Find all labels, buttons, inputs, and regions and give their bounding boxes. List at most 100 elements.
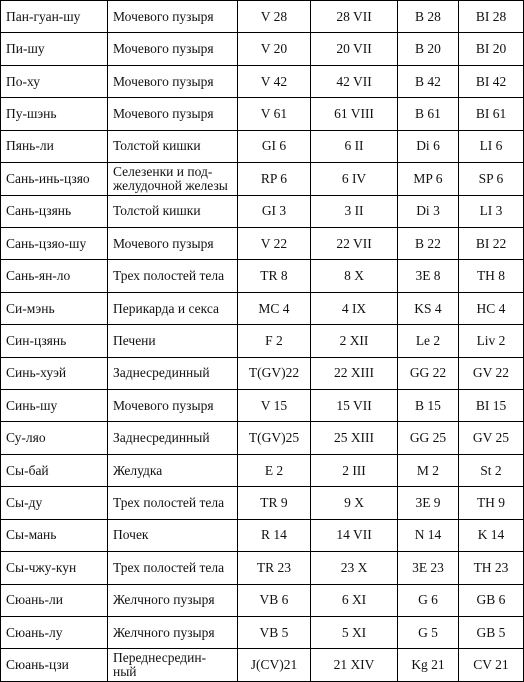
code-german: GG 25 [397,421,459,455]
point-name: Су-ляо [0,421,108,455]
code-roman: 42 VII [310,64,398,99]
code-german: B 28 [397,0,459,34]
meridian: Заднесрединный [107,356,238,391]
code-english: St 2 [458,453,524,488]
point-name: Сюань-цзи [0,648,108,682]
code-roman: 15 VII [310,389,398,423]
code-german: B 20 [397,32,459,66]
code-roman: 20 VII [310,32,398,66]
code-french: TR 8 [237,259,311,293]
point-name: Пу-шэнь [0,97,108,131]
code-german: GG 22 [397,356,459,391]
meridian: Желчного пузыря [107,616,238,650]
meridian: Толстой кишки [107,129,238,164]
point-name: Синь-шу [0,389,108,423]
meridian: Почек [107,518,238,553]
code-french: J(CV)21 [237,648,311,682]
point-name: Сы-чжу-кун [0,551,108,585]
code-german: 3E 8 [397,259,459,293]
code-french: TR 23 [237,551,311,585]
code-german: G 5 [397,616,459,650]
point-name: Син-цзянь [0,324,108,358]
code-german: B 42 [397,64,459,99]
table-row: Сань-цзяо-шу Мочевого пузыря V 22 22 VII B 2… [0,226,524,261]
code-german: G 6 [397,583,459,618]
code-french: VB 5 [237,616,311,650]
point-name: По-ху [0,64,108,99]
point-name: Пи-шу [0,32,108,66]
point-name: Сюань-лу [0,616,108,650]
meridian: Мочевого пузыря [107,97,238,131]
meridian: Переднесредин- ный [107,648,238,682]
code-french: F 2 [237,324,311,358]
code-roman: 5 XI [310,616,398,650]
code-roman: 8 X [310,259,398,293]
code-german: B 15 [397,389,459,423]
code-english: GB 5 [458,616,524,650]
point-name: Си-мэнь [0,291,108,326]
code-french: R 14 [237,518,311,553]
code-roman: 21 XIV [310,648,398,682]
code-roman: 22 XIII [310,356,398,391]
code-roman: 2 III [310,453,398,488]
code-english: BI 20 [458,32,524,66]
point-name: Синь-хуэй [0,356,108,391]
table-row: Пи-шу Мочевого пузыря V 20 20 VII B 20 BI 20 [0,32,524,66]
meridian: Перикарда и секса [107,291,238,326]
code-english: BI 15 [458,389,524,423]
code-english: LI 6 [458,129,524,164]
table-row: Пу-шэнь Мочевого пузыря V 61 61 VIII B 61 BI … [0,97,524,131]
code-english: Liv 2 [458,324,524,358]
meridian: Мочевого пузыря [107,32,238,66]
code-english: BI 42 [458,64,524,99]
code-french: GI 6 [237,129,311,164]
table-row: По-ху Мочевого пузыря V 42 42 VII B 42 BI 42 [0,64,524,99]
point-name: Пянь-ли [0,129,108,164]
code-german: Di 6 [397,129,459,164]
code-roman: 6 XI [310,583,398,618]
code-french: V 28 [237,0,311,34]
point-name: Сань-цзянь [0,194,108,228]
code-english: GV 25 [458,421,524,455]
meridian: Трех полостей тела [107,486,238,520]
code-roman: 28 VII [310,0,398,34]
code-english: GB 6 [458,583,524,618]
code-english: BI 22 [458,226,524,261]
code-roman: 14 VII [310,518,398,553]
code-french: MC 4 [237,291,311,326]
code-french: V 61 [237,97,311,131]
code-french: V 15 [237,389,311,423]
meridian: Заднесрединный [107,421,238,455]
code-german: Di 3 [397,194,459,228]
code-roman: 61 VIII [310,97,398,131]
point-name: Сы-ду [0,486,108,520]
code-roman: 2 XII [310,324,398,358]
code-german: Kg 21 [397,648,459,682]
meridian: Мочевого пузыря [107,389,238,423]
table-row: Синь-шу Мочевого пузыря V 15 15 VII B 15 BI 1… [0,389,524,423]
code-german: N 14 [397,518,459,553]
meridian: Селезенки и под- желудочной железы [107,162,238,196]
code-french: T(GV)25 [237,421,311,455]
table-row: Су-ляо Заднесрединный T(GV)25 25 XIII GG 25 G… [0,421,524,455]
code-english: HC 4 [458,291,524,326]
code-english: BI 61 [458,97,524,131]
code-french: V 42 [237,64,311,99]
point-name: Сань-ян-ло [0,259,108,293]
meridian: Печени [107,324,238,358]
code-roman: 22 VII [310,226,398,261]
point-name: Сы-бай [0,453,108,488]
code-german: 3E 23 [397,551,459,585]
code-french: RP 6 [237,162,311,196]
code-roman: 6 II [310,129,398,164]
code-french: VB 6 [237,583,311,618]
meridian: Мочевого пузыря [107,0,238,34]
code-roman: 4 IX [310,291,398,326]
table-row: Пан-гуан-шу Мочевого пузыря V 28 28 VII B 28… [0,0,524,34]
